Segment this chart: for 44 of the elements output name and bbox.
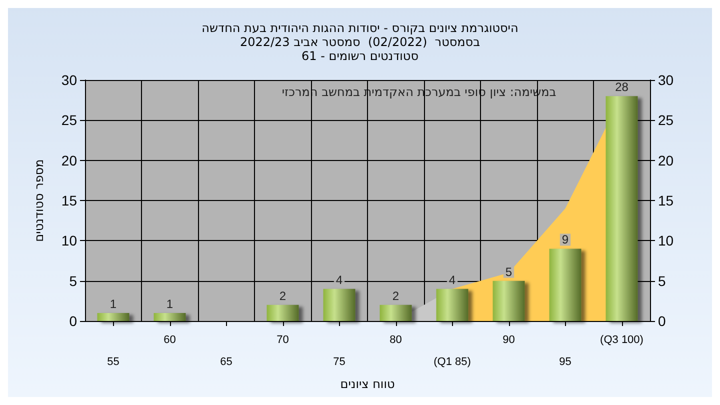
- bar: [606, 96, 638, 321]
- bar: [266, 304, 299, 321]
- y2-tick-label: 0: [658, 313, 666, 329]
- data-label: 1: [166, 296, 174, 311]
- data-label: 2: [279, 288, 286, 303]
- chart-subtitle: בסמסטר (02/2022) סמסטר אביב 2022/23 סטודנטים רשומים - 61: [240, 35, 480, 63]
- data-label: 28: [615, 80, 629, 94]
- y2-tick-label: 10: [658, 232, 674, 249]
- data-label: 5: [505, 264, 512, 279]
- x-tick-label: 75: [333, 356, 346, 368]
- data-label: 4: [448, 272, 456, 287]
- x-tick-label: 90: [502, 334, 515, 346]
- y-tick-label: 10: [61, 232, 78, 249]
- bar: [323, 288, 356, 321]
- y-tick-label: 25: [61, 112, 78, 128]
- bar: [492, 280, 525, 321]
- x-tick-label: (Q1 85): [434, 356, 471, 368]
- y-tick-label: 5: [69, 272, 78, 289]
- y2-tick-label: 5: [658, 272, 666, 289]
- chart-title: היסטוגרמת ציונים בקורס - יסודות ההגות היהודית בעת החדשה: [202, 21, 518, 35]
- data-label: 4: [336, 272, 343, 287]
- x-tick-label: 80: [390, 334, 402, 346]
- data-label: 2: [392, 288, 400, 303]
- x-tick-label: 55: [107, 356, 120, 368]
- bar: [97, 312, 130, 321]
- x-tick-label: 60: [164, 334, 176, 346]
- y2-tick-label: 20: [658, 152, 674, 168]
- bar: [549, 248, 582, 321]
- y-tick-label: 0: [69, 313, 78, 329]
- y-tick-label: 20: [61, 152, 78, 168]
- x-tick-label: 70: [276, 334, 289, 346]
- x-tick-label: (Q3 100): [600, 334, 644, 346]
- y-tick-label: 30: [61, 72, 78, 88]
- y-tick-label: 15: [61, 192, 78, 208]
- x-axis-title: טווח ציונים: [340, 376, 395, 391]
- x-tick-label: 95: [559, 356, 572, 368]
- y2-tick-label: 15: [658, 192, 674, 208]
- x-tick-label: 65: [220, 356, 232, 368]
- y2-tick-label: 25: [658, 112, 674, 128]
- data-label: 9: [562, 232, 569, 247]
- y-axis-title: מספר סטודנטים: [32, 159, 46, 242]
- data-label: 1: [110, 296, 117, 311]
- bar: [154, 312, 186, 321]
- y2-tick-label: 30: [658, 72, 674, 88]
